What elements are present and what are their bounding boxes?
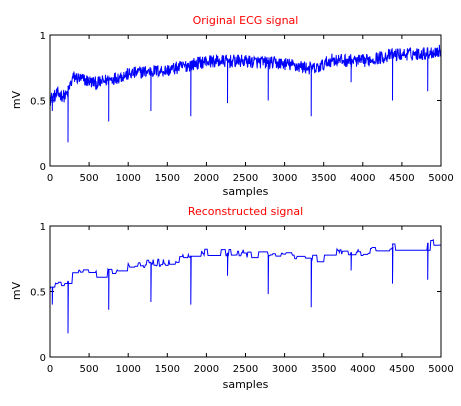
y-tick-label: 0.5 [30,97,46,108]
x-ticks-original: 0 500 1000 1500 2000 2500 3000 3500 4000 4500 5000 [47,35,454,184]
y-axis-label-reconstructed: mV [10,281,23,300]
chart-panel-reconstructed: Reconstructed signal samples mV 0 500 1000… [10,205,454,391]
chart-title-original: Original ECG signal [193,14,299,27]
x-tick-label: 3500 [311,364,336,375]
x-tick-label: 2000 [194,364,219,375]
x-tick-label: 2500 [233,364,258,375]
x-tick-label: 1000 [115,364,140,375]
x-ticks-reconstructed: 0 500 1000 1500 2000 2500 3000 3500 4000 4500 5000 [47,226,454,375]
x-tick-label: 4500 [389,364,414,375]
x-tick-label: 2000 [194,173,219,184]
y-tick-label: 1 [40,222,46,233]
x-tick-label: 500 [80,173,99,184]
x-tick-label: 4000 [350,364,375,375]
x-tick-label: 500 [80,364,99,375]
ecg-reconstructed-line [49,238,441,334]
x-tick-label: 4500 [389,173,414,184]
y-ticks-reconstructed: 00.51 [30,222,441,364]
chart-title-reconstructed: Reconstructed signal [188,205,303,218]
y-ticks-original: 00.51 [30,31,441,173]
plot-frame-original [49,34,442,167]
chart-panel-original: Original ECG signal samples mV 0 500 1000 1… [10,14,454,198]
y-tick-label: 0 [40,353,46,364]
x-tick-label: 3000 [272,173,297,184]
x-tick-label: 1500 [155,173,180,184]
x-tick-label: 1500 [155,364,180,375]
x-axis-label-reconstructed: samples [223,378,269,391]
x-tick-label: 3500 [311,173,336,184]
y-axis-label-original: mV [10,90,23,109]
y-tick-label: 0.5 [30,288,46,299]
x-tick-label: 0 [47,364,53,375]
y-tick-label: 0 [40,162,46,173]
plot-frame-reconstructed [49,225,442,358]
x-tick-label: 4000 [350,173,375,184]
x-axis-label-original: samples [223,185,269,198]
x-tick-label: 3000 [272,364,297,375]
x-tick-label: 0 [47,173,53,184]
x-tick-label: 5000 [428,364,453,375]
x-tick-label: 5000 [428,173,453,184]
y-tick-label: 1 [40,31,46,42]
x-tick-label: 1000 [115,173,140,184]
ecg-original-line [49,44,442,143]
x-tick-label: 2500 [233,173,258,184]
